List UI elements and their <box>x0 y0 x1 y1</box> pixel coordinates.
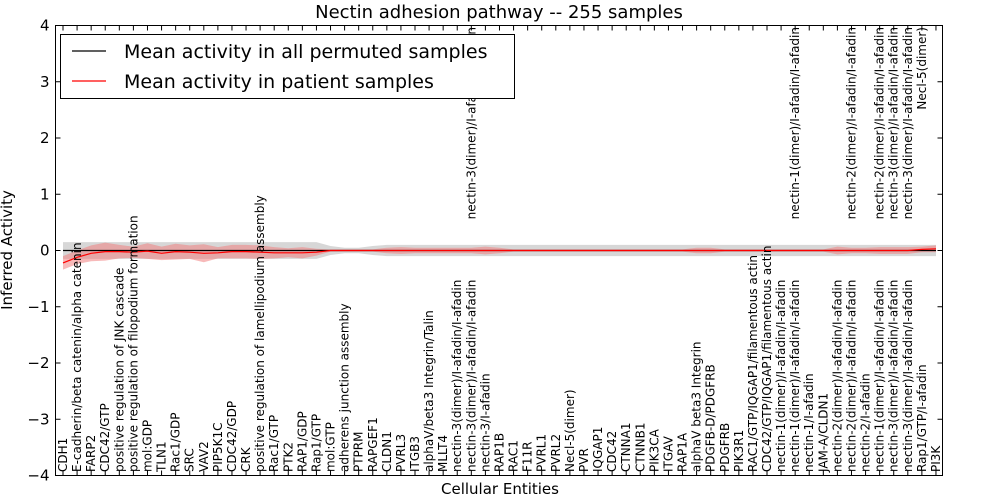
x-tick-label: PVRL1 <box>535 434 549 472</box>
x-tick-label: RAPGEF1 <box>366 417 380 472</box>
x-tick-label: CDC42 <box>605 431 619 472</box>
x-tick-label: CDC42/GTP <box>98 403 112 472</box>
x-tick-label: positive regulation of filopodium format… <box>126 215 140 472</box>
x-tick-label: PIK3R1 <box>732 430 746 472</box>
x-tick-label: PTPRM <box>352 432 366 473</box>
x-tick-label: positive regulation of JNK cascade <box>112 268 126 472</box>
y-tick-label: 0 <box>40 242 50 260</box>
x-tick-label: Rap1/GTP/I-afadin <box>915 364 929 472</box>
x-tick-label: PTK2 <box>281 442 295 472</box>
x-tick-label-top: nectin-3(dimer)/I-afadin/I-afadin <box>887 27 901 219</box>
x-tick-label: nectin-2(dimer)/I-afadin/I-afadin <box>830 280 844 472</box>
x-tick-label: nectin-3(dimer)/I-afadin/I-afadin <box>901 280 915 472</box>
x-tick-label: ITGAV <box>661 435 675 472</box>
x-tick-label: SRC <box>183 448 197 472</box>
x-tick-label: CTNNB1 <box>633 422 647 472</box>
x-tick-label: PI3K <box>929 445 943 472</box>
x-tick-label: VAV2 <box>197 441 211 472</box>
y-tick-label: 3 <box>40 73 50 91</box>
x-axis-label: Cellular Entities <box>441 480 559 498</box>
x-tick-label: alphaV beta3 Integrin <box>690 341 704 472</box>
y-tick-label: 4 <box>40 17 50 35</box>
x-tick-label: IQGAP1 <box>591 427 605 472</box>
x-tick-labels: CDH1 E-cadherin/beta catenin/alpha cateni… <box>56 27 943 473</box>
x-tick-label-top: nectin-2(dimer)/I-afadin/I-afadin <box>873 27 887 219</box>
x-tick-label: PIP5K1C <box>211 422 225 472</box>
x-tick-label: Rac1/GDP <box>169 413 183 472</box>
x-tick-label: CDC42/GTP/IQGAP1/filamentous actin <box>760 246 774 472</box>
x-tick-label-top: nectin-1(dimer)/I-afadin/I-afadin <box>788 27 802 219</box>
y-tick-label: −2 <box>27 354 49 372</box>
x-tick-label-top: nectin-3(dimer)/I-afadin/I-afadin <box>901 27 915 219</box>
x-tick-label: CLDN1 <box>380 431 394 472</box>
x-tick-label: PDGFRB <box>718 423 732 472</box>
y-tick-label: 1 <box>40 185 50 203</box>
x-tick-label-top: nectin-2(dimer)/I-afadin/I-afadin <box>844 27 858 219</box>
x-tick-label: nectin-2/I-afadin <box>859 373 873 472</box>
x-tick-label: RAP1A <box>676 432 690 472</box>
x-tick-label: nectin-1(dimer)/I-afadin/I-afadin <box>774 280 788 472</box>
x-tick-label: nectin-1/I-afadin <box>802 373 816 472</box>
x-tick-label: mol:GTP <box>324 422 338 472</box>
x-tick-label: PDGFB-D/PDGFRB <box>704 364 718 472</box>
y-axis: 4 3 2 1 0 −1 −2 −3 −4 <box>27 17 943 485</box>
x-tick-label: RAC1/GTP/IQGAP1/filamentous actin <box>746 255 760 472</box>
legend: Mean activity in all permuted samples Me… <box>60 34 515 99</box>
x-tick-label: PVRL2 <box>549 434 563 472</box>
x-tick-label: mol:GDP <box>140 420 154 472</box>
x-tick-label: nectin-3(dimer)/I-afadin/I-afadin <box>450 280 464 472</box>
x-tick-label: PIK3CA <box>647 428 661 472</box>
x-axis <box>62 25 937 476</box>
legend-label-permuted: Mean activity in all permuted samples <box>124 41 487 63</box>
x-tick-label: nectin-3(dimer)/I-afadin/I-afadin <box>464 280 478 472</box>
x-tick-label: nectin-3/I-afadin <box>478 373 492 472</box>
x-tick-label: positive regulation of lamellipodium ass… <box>253 195 267 472</box>
x-tick-label: adherens junction assembly <box>338 303 352 472</box>
x-tick-label: PVRL3 <box>394 434 408 472</box>
x-tick-label: CDC42/GDP <box>225 401 239 472</box>
y-axis-label: Inferred Activity <box>0 190 16 310</box>
x-tick-label: Rac1/GTP <box>267 415 281 472</box>
x-tick-label: nectin-2(dimer)/I-afadin/I-afadin <box>844 280 858 472</box>
x-tick-label: PVR <box>577 448 591 472</box>
x-tick-label: CRK <box>239 446 253 472</box>
x-tick-label: MLLT4 <box>436 435 450 472</box>
x-tick-label: Rap1/GTP <box>309 414 323 472</box>
x-tick-label: JAM-A/CLDN1 <box>816 393 830 473</box>
y-tick-label: −3 <box>27 410 49 428</box>
x-tick-label: nectin-1(dimer)/I-afadin/I-afadin <box>873 280 887 472</box>
x-tick-label: RAP1B <box>492 433 506 472</box>
x-tick-label: RAC1 <box>507 440 521 472</box>
series-lines <box>62 248 937 264</box>
confidence-bands <box>63 242 936 270</box>
x-tick-label: CTNNA1 <box>619 422 633 472</box>
x-tick-label: nectin-3(dimer)/I-afadin/I-afadin <box>887 280 901 472</box>
y-tick-label: −4 <box>27 467 49 485</box>
legend-box <box>60 34 515 99</box>
y-tick-label: −1 <box>27 298 49 316</box>
x-tick-label: RAP1/GDP <box>295 411 309 472</box>
chart-title: Nectin adhesion pathway -- 255 samples <box>315 2 683 23</box>
x-tick-label: TLN1 <box>155 441 169 473</box>
x-tick-label-top: Necl-5(dimer) <box>915 27 929 110</box>
legend-label-patient: Mean activity in patient samples <box>124 71 434 93</box>
line-patient <box>62 248 937 264</box>
x-tick-label: E-cadherin/beta catenin/alpha catenin <box>70 242 84 472</box>
x-tick-label: ITGB3 <box>408 436 422 472</box>
x-tick-label: nectin-1(dimer)/I-afadin/I-afadin <box>788 280 802 472</box>
x-tick-label: CDH1 <box>56 438 70 472</box>
x-tick-label: alphaV/beta3 Integrin/Talin <box>422 310 436 472</box>
x-tick-label: Necl-5(dimer) <box>563 389 577 472</box>
x-tick-label: F11R <box>521 441 535 472</box>
y-tick-label: 2 <box>40 129 50 147</box>
band-patient <box>63 242 936 270</box>
x-tick-label: FARP2 <box>84 435 98 472</box>
